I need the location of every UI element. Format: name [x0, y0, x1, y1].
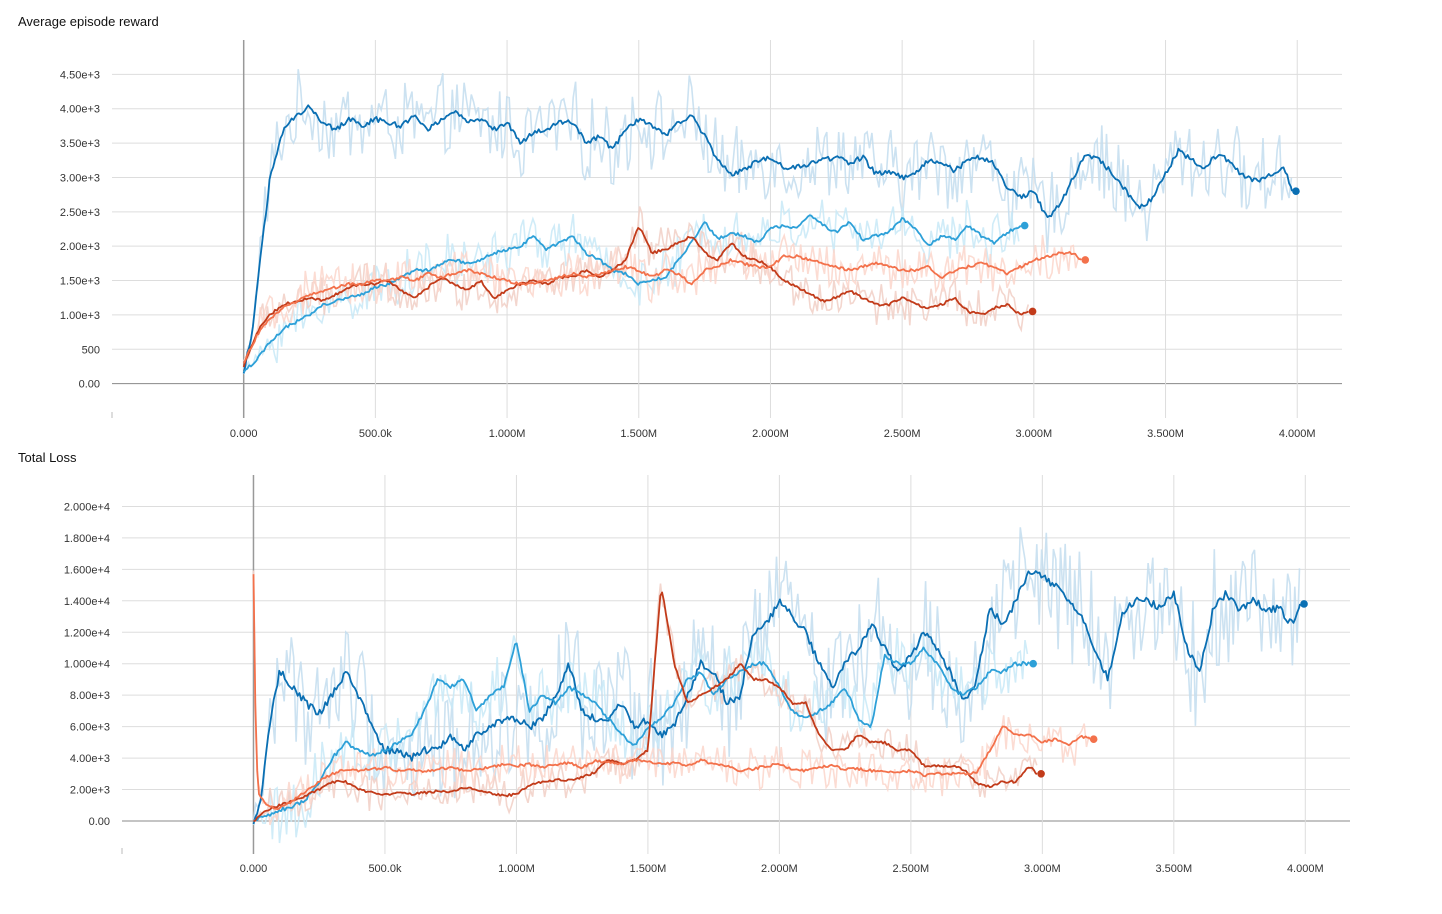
y-tick-label: 1.800e+4	[64, 533, 110, 545]
run-dark-red-end-marker	[1028, 307, 1037, 316]
x-tick-label: 3.500M	[1147, 428, 1184, 440]
run-orange-line	[252, 574, 1091, 811]
run-dark-red-raw-line	[252, 583, 1038, 822]
y-tick-label: 4.00e+3	[70, 753, 110, 765]
x-tick-label: 4.000M	[1279, 428, 1316, 440]
run-light-blue-end-marker	[1020, 221, 1029, 230]
y-tick-label: 3.00e+3	[60, 172, 100, 184]
run-orange-raw-line	[252, 570, 1090, 826]
run-dark-blue-line	[242, 104, 1293, 374]
y-tick-label: 1.50e+3	[60, 276, 100, 288]
y-tick-label: 1.400e+4	[64, 596, 110, 608]
x-tick-label: 3.000M	[1015, 428, 1052, 440]
loss-chart: Total Loss 0.00 2.00e+3 4.00e+3 6.00e+3 8.00…	[0, 445, 1442, 914]
y-tick-label: 1.200e+4	[64, 627, 110, 639]
x-tick-label: 2.500M	[893, 863, 930, 875]
run-dark-blue-line	[252, 570, 1301, 825]
run-dark-red-line	[242, 227, 1029, 368]
x-tick-label: 1.000M	[489, 428, 526, 440]
reward-chart: Average episode reward 0.00 500 1.00e+3 1.5…	[0, 0, 1442, 450]
series-layer	[252, 527, 1301, 844]
x-tick-label: 2.000M	[761, 863, 798, 875]
x-tick-label: 4.000M	[1287, 863, 1324, 875]
x-tick-label: 2.500M	[884, 428, 921, 440]
chart-title: Total Loss	[18, 450, 77, 465]
run-orange-end-marker	[1089, 735, 1098, 743]
x-tick-label: 3.000M	[1024, 863, 1061, 875]
run-dark-blue-raw-line	[242, 69, 1293, 370]
run-light-blue-line	[252, 642, 1030, 823]
run-light-blue-raw-line	[252, 628, 1029, 844]
x-tick-label: 0.000	[230, 428, 258, 440]
run-orange-end-marker	[1081, 256, 1090, 264]
x-tick-label: 1.000M	[498, 863, 535, 875]
y-tick-label: 4.50e+3	[60, 69, 100, 81]
run-dark-blue-end-marker	[1300, 600, 1308, 608]
y-tick-label: 0.00	[89, 816, 110, 828]
run-dark-red-line	[253, 591, 1038, 823]
run-light-blue-line	[242, 214, 1022, 373]
run-light-blue-end-marker	[1029, 659, 1037, 668]
x-tick-label: 1.500M	[620, 428, 657, 440]
run-dark-blue-raw-line	[252, 527, 1301, 820]
series-layer	[242, 69, 1293, 375]
y-tick-label: 2.000e+4	[64, 501, 110, 513]
y-tick-label: 1.000e+4	[64, 659, 110, 671]
run-dark-red-raw-line	[242, 206, 1030, 368]
y-tick-label: 3.50e+3	[60, 138, 100, 150]
y-tick-label: 8.00e+3	[70, 690, 110, 702]
x-tick-label: 1.500M	[630, 863, 667, 875]
run-orange-line	[242, 251, 1082, 364]
x-tick-label: 500.0k	[359, 428, 393, 440]
run-dark-blue-end-marker	[1292, 187, 1300, 195]
y-tick-label: 2.50e+3	[60, 207, 100, 219]
loss-chart-plot: 0.00 2.00e+3 4.00e+3 6.00e+3 8.00e+3 1.000e+4…	[64, 475, 1350, 875]
y-tick-label: 0.00	[79, 379, 100, 391]
x-tick-label: 3.500M	[1155, 863, 1192, 875]
x-tick-label: 0.000	[240, 863, 268, 875]
y-tick-label: 6.00e+3	[70, 722, 110, 734]
y-tick-label: 2.00e+3	[70, 785, 110, 797]
y-tick-label: 1.600e+4	[64, 564, 110, 576]
y-tick-label: 500	[82, 344, 100, 356]
y-tick-label: 1.00e+3	[60, 310, 100, 322]
x-tick-label: 500.0k	[368, 863, 402, 875]
chart-title: Average episode reward	[18, 14, 159, 29]
reward-chart-plot: 0.00 500 1.00e+3 1.50e+3 2.00e+3 2.50e+3 3.00e…	[60, 40, 1342, 440]
run-dark-red-end-marker	[1037, 769, 1045, 778]
x-tick-label: 2.000M	[752, 428, 789, 440]
y-tick-label: 4.00e+3	[60, 104, 100, 116]
y-tick-label: 2.00e+3	[60, 241, 100, 253]
